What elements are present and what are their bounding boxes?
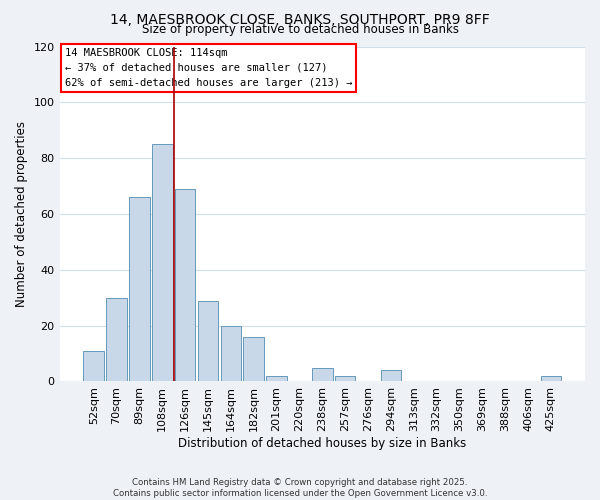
Bar <box>380 370 401 382</box>
Text: Size of property relative to detached houses in Banks: Size of property relative to detached ho… <box>142 22 458 36</box>
Bar <box>244 337 264 382</box>
Bar <box>106 298 127 382</box>
Bar <box>152 144 173 382</box>
Y-axis label: Number of detached properties: Number of detached properties <box>15 121 28 307</box>
Text: 14, MAESBROOK CLOSE, BANKS, SOUTHPORT, PR9 8FF: 14, MAESBROOK CLOSE, BANKS, SOUTHPORT, P… <box>110 12 490 26</box>
Bar <box>83 351 104 382</box>
Bar <box>312 368 332 382</box>
Bar <box>129 197 150 382</box>
Bar <box>198 300 218 382</box>
Text: 14 MAESBROOK CLOSE: 114sqm
← 37% of detached houses are smaller (127)
62% of sem: 14 MAESBROOK CLOSE: 114sqm ← 37% of deta… <box>65 48 352 88</box>
Bar <box>221 326 241 382</box>
Bar <box>335 376 355 382</box>
Text: Contains HM Land Registry data © Crown copyright and database right 2025.
Contai: Contains HM Land Registry data © Crown c… <box>113 478 487 498</box>
X-axis label: Distribution of detached houses by size in Banks: Distribution of detached houses by size … <box>178 437 466 450</box>
Bar <box>541 376 561 382</box>
Bar <box>266 376 287 382</box>
Bar <box>175 189 196 382</box>
